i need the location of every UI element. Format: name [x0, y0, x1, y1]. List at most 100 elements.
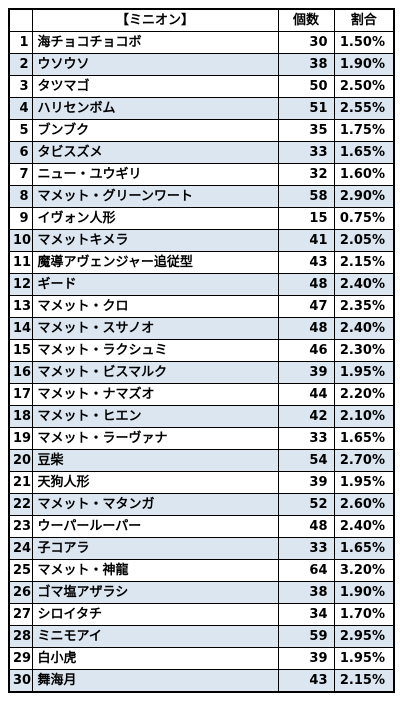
minion-name-cell[interactable]: 天狗人形 — [31, 471, 279, 494]
count-cell[interactable]: 39 — [277, 471, 335, 494]
count-cell[interactable]: 30 — [277, 31, 335, 54]
row-number-cell[interactable]: 6 — [8, 141, 33, 164]
row-number-cell[interactable]: 1 — [8, 31, 33, 54]
ratio-cell[interactable]: 1.95% — [333, 361, 395, 384]
count-cell[interactable]: 15 — [277, 207, 335, 230]
minion-name-cell[interactable]: マメットキメラ — [31, 229, 279, 252]
row-number-cell[interactable]: 24 — [8, 537, 33, 560]
ratio-cell[interactable]: 1.65% — [333, 141, 395, 164]
row-number-cell[interactable]: 15 — [8, 339, 33, 362]
ratio-cell[interactable]: 2.50% — [333, 75, 395, 98]
minion-name-cell[interactable]: ミニモアイ — [31, 625, 279, 648]
minion-name-cell[interactable]: マメット・ラクシュミ — [31, 339, 279, 362]
minion-name-cell[interactable]: 海チョコチョコボ — [31, 31, 279, 54]
ratio-cell[interactable]: 2.40% — [333, 515, 395, 538]
minion-name-cell[interactable]: マメット・クロ — [31, 295, 279, 318]
ratio-cell[interactable]: 1.65% — [333, 537, 395, 560]
minion-name-cell[interactable]: マメット・ナマズオ — [31, 383, 279, 406]
count-cell[interactable]: 41 — [277, 229, 335, 252]
row-number-cell[interactable]: 23 — [8, 515, 33, 538]
count-cell[interactable]: 38 — [277, 53, 335, 76]
minion-name-cell[interactable]: マメット・マタンガ — [31, 493, 279, 516]
ratio-cell[interactable]: 1.60% — [333, 163, 395, 186]
minion-name-cell[interactable]: タビスズメ — [31, 141, 279, 164]
minion-name-cell[interactable]: シロイタチ — [31, 603, 279, 626]
minion-name-cell[interactable]: ウソウソ — [31, 53, 279, 76]
minion-name-cell[interactable]: ブンブク — [31, 119, 279, 142]
ratio-cell[interactable]: 2.40% — [333, 317, 395, 340]
count-cell[interactable]: 58 — [277, 185, 335, 208]
row-number-cell[interactable]: 28 — [8, 625, 33, 648]
ratio-cell[interactable]: 2.95% — [333, 625, 395, 648]
row-number-cell[interactable]: 2 — [8, 53, 33, 76]
count-cell[interactable]: 38 — [277, 581, 335, 604]
header-ratio-cell[interactable]: 割合 — [333, 8, 395, 32]
ratio-cell[interactable]: 3.20% — [333, 559, 395, 582]
minion-name-cell[interactable]: マメット・ラーヴァナ — [31, 427, 279, 450]
minion-name-cell[interactable]: イヴォン人形 — [31, 207, 279, 230]
ratio-cell[interactable]: 1.95% — [333, 647, 395, 670]
row-number-cell[interactable]: 7 — [8, 163, 33, 186]
row-number-cell[interactable]: 5 — [8, 119, 33, 142]
header-index-cell[interactable] — [8, 8, 33, 32]
minion-name-cell[interactable]: ゴマ塩アザラシ — [31, 581, 279, 604]
row-number-cell[interactable]: 9 — [8, 207, 33, 230]
count-cell[interactable]: 59 — [277, 625, 335, 648]
count-cell[interactable]: 51 — [277, 97, 335, 120]
row-number-cell[interactable]: 14 — [8, 317, 33, 340]
row-number-cell[interactable]: 16 — [8, 361, 33, 384]
row-number-cell[interactable]: 20 — [8, 449, 33, 472]
minion-name-cell[interactable]: 子コアラ — [31, 537, 279, 560]
count-cell[interactable]: 48 — [277, 515, 335, 538]
count-cell[interactable]: 48 — [277, 317, 335, 340]
minion-name-cell[interactable]: マメット・グリーンワート — [31, 185, 279, 208]
row-number-cell[interactable]: 25 — [8, 559, 33, 582]
count-cell[interactable]: 50 — [277, 75, 335, 98]
minion-name-cell[interactable]: マメット・神龍 — [31, 559, 279, 582]
row-number-cell[interactable]: 10 — [8, 229, 33, 252]
ratio-cell[interactable]: 2.15% — [333, 251, 395, 274]
minion-name-cell[interactable]: 白小虎 — [31, 647, 279, 670]
count-cell[interactable]: 34 — [277, 603, 335, 626]
row-number-cell[interactable]: 30 — [8, 669, 33, 693]
row-number-cell[interactable]: 8 — [8, 185, 33, 208]
count-cell[interactable]: 33 — [277, 141, 335, 164]
minion-name-cell[interactable]: 豆柴 — [31, 449, 279, 472]
count-cell[interactable]: 47 — [277, 295, 335, 318]
minion-name-cell[interactable]: タツマゴ — [31, 75, 279, 98]
count-cell[interactable]: 48 — [277, 273, 335, 296]
ratio-cell[interactable]: 1.70% — [333, 603, 395, 626]
count-cell[interactable]: 43 — [277, 669, 335, 693]
ratio-cell[interactable]: 2.20% — [333, 383, 395, 406]
count-cell[interactable]: 33 — [277, 537, 335, 560]
ratio-cell[interactable]: 1.95% — [333, 471, 395, 494]
row-number-cell[interactable]: 29 — [8, 647, 33, 670]
ratio-cell[interactable]: 2.70% — [333, 449, 395, 472]
count-cell[interactable]: 33 — [277, 427, 335, 450]
ratio-cell[interactable]: 1.90% — [333, 581, 395, 604]
count-cell[interactable]: 39 — [277, 361, 335, 384]
ratio-cell[interactable]: 2.55% — [333, 97, 395, 120]
row-number-cell[interactable]: 17 — [8, 383, 33, 406]
minion-name-cell[interactable]: マメット・ビスマルク — [31, 361, 279, 384]
row-number-cell[interactable]: 13 — [8, 295, 33, 318]
count-cell[interactable]: 44 — [277, 383, 335, 406]
count-cell[interactable]: 54 — [277, 449, 335, 472]
count-cell[interactable]: 39 — [277, 647, 335, 670]
count-cell[interactable]: 43 — [277, 251, 335, 274]
row-number-cell[interactable]: 4 — [8, 97, 33, 120]
count-cell[interactable]: 42 — [277, 405, 335, 428]
minion-name-cell[interactable]: ウーパールーパー — [31, 515, 279, 538]
ratio-cell[interactable]: 2.60% — [333, 493, 395, 516]
ratio-cell[interactable]: 2.90% — [333, 185, 395, 208]
row-number-cell[interactable]: 19 — [8, 427, 33, 450]
row-number-cell[interactable]: 26 — [8, 581, 33, 604]
row-number-cell[interactable]: 22 — [8, 493, 33, 516]
ratio-cell[interactable]: 1.90% — [333, 53, 395, 76]
row-number-cell[interactable]: 12 — [8, 273, 33, 296]
ratio-cell[interactable]: 2.05% — [333, 229, 395, 252]
row-number-cell[interactable]: 27 — [8, 603, 33, 626]
minion-name-cell[interactable]: 魔導アヴェンジャー追従型 — [31, 251, 279, 274]
ratio-cell[interactable]: 0.75% — [333, 207, 395, 230]
minion-name-cell[interactable]: マメット・ヒエン — [31, 405, 279, 428]
